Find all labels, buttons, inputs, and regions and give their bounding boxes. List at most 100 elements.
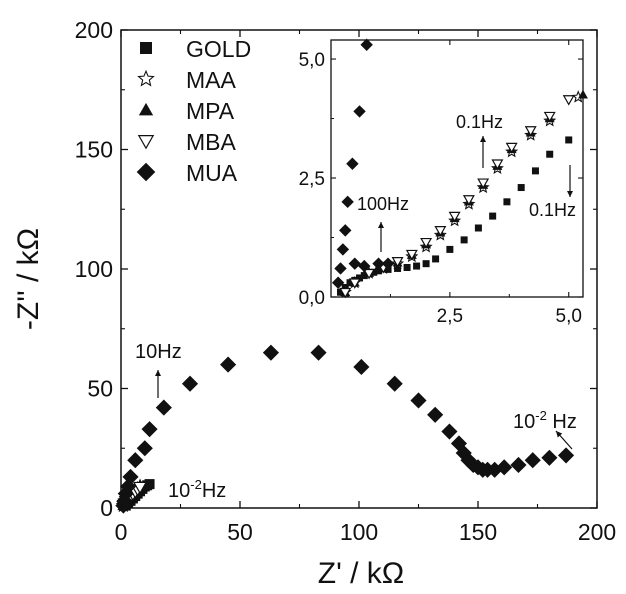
x-tick-label: 0 xyxy=(115,519,128,545)
inset-data-point-mua xyxy=(353,105,366,118)
data-point-mua xyxy=(262,344,279,361)
inset-data-point-gold xyxy=(375,267,383,275)
inset-annotation-mba-0.1hz: 0.1Hz xyxy=(456,112,503,132)
legend-marker-mua xyxy=(136,162,156,182)
data-point-mua xyxy=(410,392,427,409)
y-tick-label: 200 xyxy=(75,17,113,43)
inset-data-point-mba xyxy=(434,226,447,237)
inset-data-point-mba xyxy=(405,249,418,261)
inset-data-point-gold xyxy=(474,224,482,232)
legend-label-mua: MUA xyxy=(186,160,238,186)
x-tick-label: 50 xyxy=(227,519,253,545)
inset-series-mba xyxy=(339,95,575,299)
legend-label-mpa: MPA xyxy=(186,98,235,124)
inset-y-tick-label: 0,0 xyxy=(299,288,325,309)
data-point-mua xyxy=(441,423,458,440)
inset-data-point-mua xyxy=(348,257,361,270)
y-tick-label: 150 xyxy=(75,137,113,163)
x-tick-label: 100 xyxy=(340,519,378,545)
inset-data-point-mua xyxy=(381,257,395,270)
data-point-mua xyxy=(496,459,513,476)
inset-data-point-mua xyxy=(360,38,373,51)
inset-data-point-mpa xyxy=(578,89,588,99)
inset-data-point-mba xyxy=(339,287,352,299)
data-point-mua xyxy=(122,468,139,485)
inset-data-point-gold xyxy=(413,262,421,270)
inset-data-point-mba xyxy=(543,111,556,123)
data-point-mua xyxy=(181,375,199,392)
inset-data-point-mua xyxy=(372,257,385,270)
y-tick-label: 100 xyxy=(75,256,113,282)
inset-data-point-mua xyxy=(334,262,347,275)
inset-data-point-mua xyxy=(331,276,345,289)
data-point-mua xyxy=(141,421,158,438)
data-point-mua xyxy=(541,449,558,466)
inset-data-point-mua xyxy=(336,243,350,256)
inset-data-point-gold xyxy=(446,245,454,253)
legend-marker-gold xyxy=(140,42,152,54)
data-point-mua xyxy=(510,456,527,474)
inset-data-point-mba xyxy=(391,256,404,268)
inset-data-point-mba xyxy=(462,195,475,206)
inset-data-point-gold xyxy=(337,288,345,296)
annotation-mua-low-freq: 10-2 Hz xyxy=(513,408,577,433)
inset-data-point-gold xyxy=(356,274,364,282)
inset-y-tick-label: 2,5 xyxy=(299,169,325,190)
x-tick-label: 200 xyxy=(578,519,616,545)
inset-arrow-100hz-head xyxy=(378,222,384,228)
inset-data-point-gold xyxy=(346,279,354,287)
y-tick-label: 50 xyxy=(87,376,113,402)
legend-marker-mba xyxy=(137,135,155,150)
data-point-mua xyxy=(155,399,172,416)
x-axis-label: Z' / kΩ xyxy=(318,557,404,589)
inset-data-point-gold xyxy=(546,150,554,158)
data-point-mua xyxy=(220,356,237,373)
data-point-mua xyxy=(558,447,575,464)
inset-data-point-mba xyxy=(348,278,361,289)
arrow-mua-low-freq-head xyxy=(556,431,563,438)
data-point-mba xyxy=(132,481,148,495)
inset-data-point-gold xyxy=(403,263,411,271)
inset-data-point-mba xyxy=(363,268,376,280)
inset-data-point-mua xyxy=(346,157,359,170)
inset-data-point-gold xyxy=(422,260,430,268)
inset-data-point-mua xyxy=(339,224,352,237)
legend-label-mba: MBA xyxy=(186,129,237,155)
annotation-gold-low-freq: 10-2Hz xyxy=(168,477,226,502)
inset-data-point-gold xyxy=(432,255,440,263)
inset-x-tick-label: 5,0 xyxy=(556,306,582,327)
inset-data-point-gold xyxy=(531,167,539,175)
inset-data-point-gold xyxy=(394,264,402,272)
inset-data-point-gold xyxy=(517,184,525,192)
inset-arrow-gold-0.1hz-head xyxy=(567,191,573,197)
inset-data-point-mba xyxy=(524,126,537,137)
data-point-mua xyxy=(136,440,153,457)
inset-data-point-mba xyxy=(505,142,518,154)
data-point-mua xyxy=(386,375,403,392)
inset-annotation-100hz: 100Hz xyxy=(357,194,409,214)
data-point-mua xyxy=(310,344,327,361)
inset-data-point-mba xyxy=(420,237,433,249)
inset-y-tick-label: 5,0 xyxy=(299,50,325,71)
inset-data-point-mua xyxy=(341,195,354,209)
inset-data-point-mua xyxy=(358,259,371,273)
data-point-mua xyxy=(116,492,133,509)
legend-marker-mpa xyxy=(138,102,154,116)
inset-data-point-gold xyxy=(460,236,468,244)
inset-data-point-gold xyxy=(360,272,368,280)
inset-data-point-gold xyxy=(565,136,573,144)
legend-label-gold: GOLD xyxy=(186,36,251,62)
inset-plot-frame xyxy=(330,39,584,298)
inset-data-point-mba xyxy=(448,211,461,223)
data-point-mua xyxy=(353,358,370,376)
legend-label-maa: MAA xyxy=(186,67,237,93)
data-point-mua xyxy=(524,452,541,469)
x-tick-label: 150 xyxy=(459,519,497,545)
inset-annotation-gold-0.1hz: 0.1Hz xyxy=(529,200,576,220)
data-point-mua xyxy=(117,485,134,502)
arrow-10hz-head xyxy=(155,370,161,376)
inset-data-point-mba xyxy=(477,178,490,189)
series-mua xyxy=(115,344,575,514)
